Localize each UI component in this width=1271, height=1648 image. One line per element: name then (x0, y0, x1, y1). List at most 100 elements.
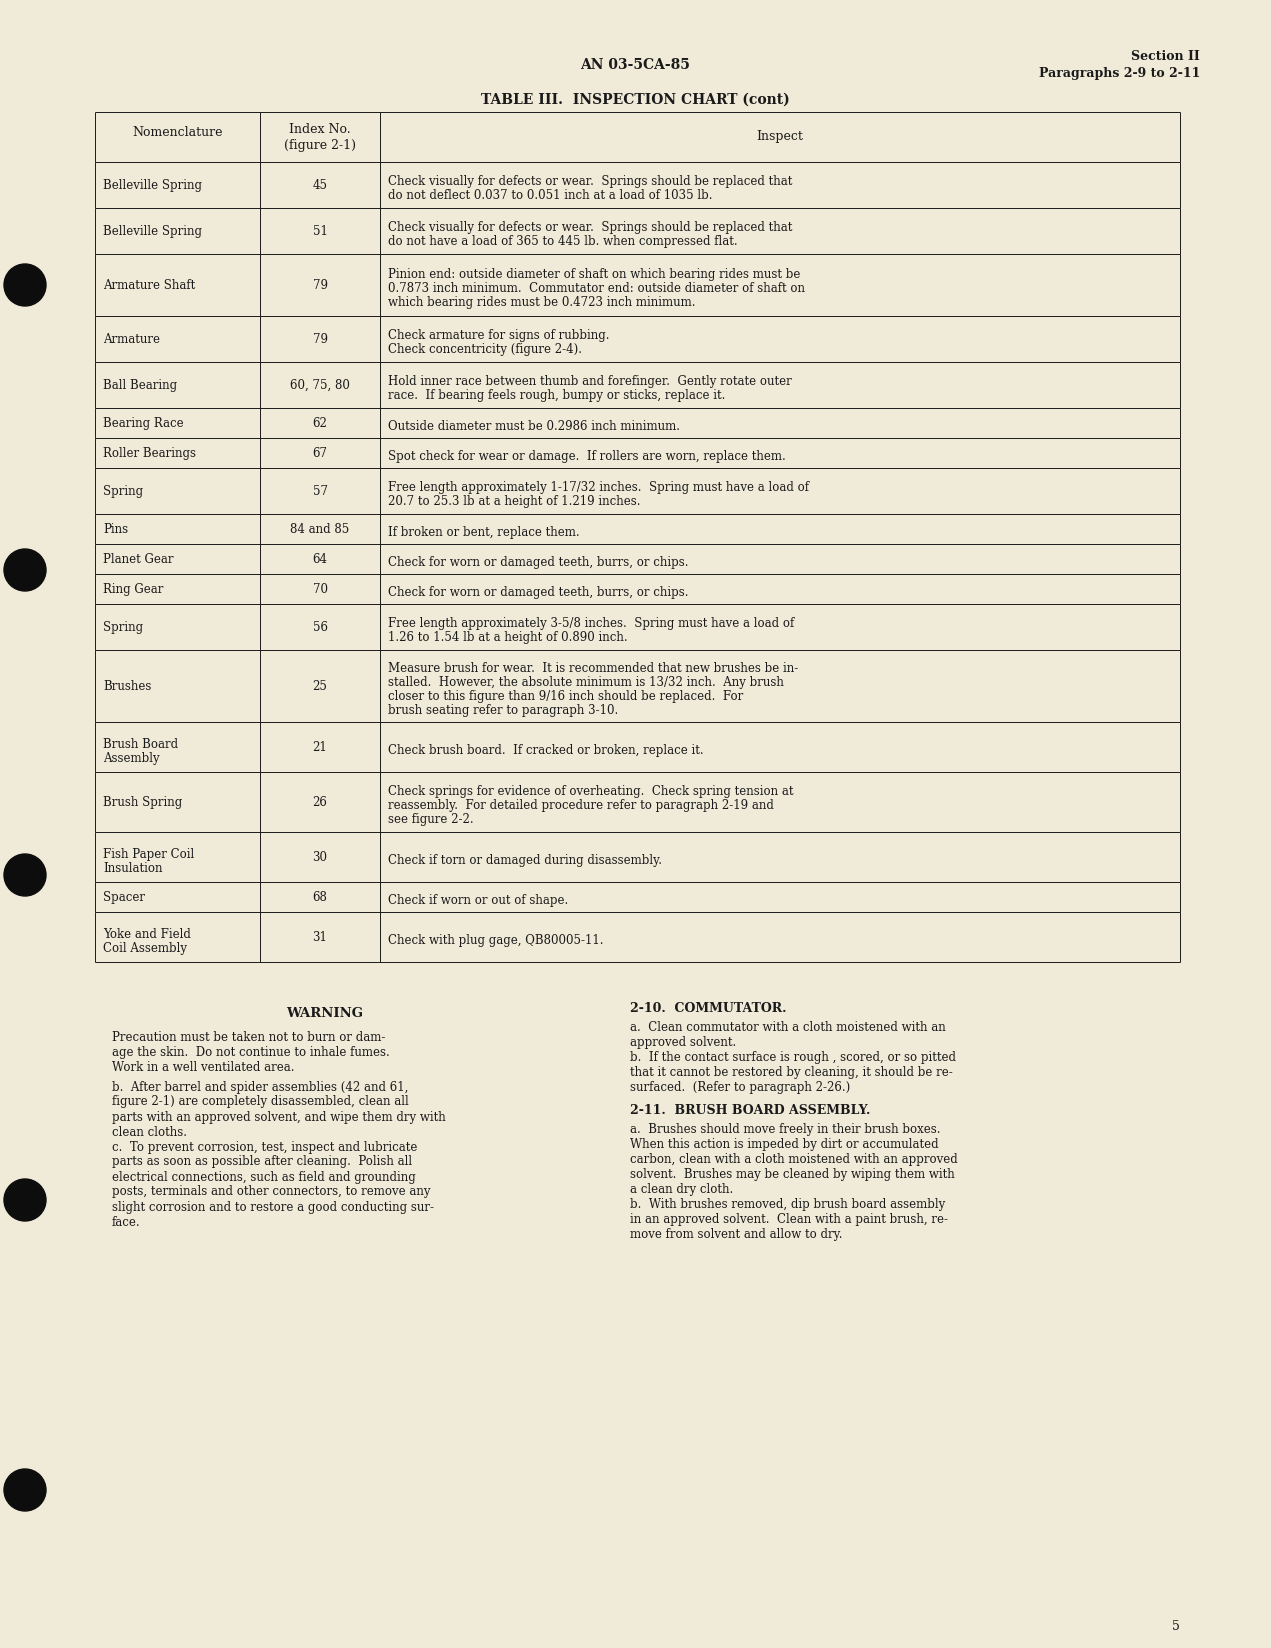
Text: Yoke and Field: Yoke and Field (103, 928, 191, 941)
Text: Outside diameter must be 0.2986 inch minimum.: Outside diameter must be 0.2986 inch min… (388, 420, 680, 433)
Text: 56: 56 (313, 621, 328, 633)
Text: Check concentricity (figure 2-4).: Check concentricity (figure 2-4). (388, 343, 582, 356)
Text: stalled.  However, the absolute minimum is 13/32 inch.  Any brush: stalled. However, the absolute minimum i… (388, 676, 784, 689)
Text: 26: 26 (313, 796, 328, 809)
Text: Spring: Spring (103, 485, 144, 498)
Text: 20.7 to 25.3 lb at a height of 1.219 inches.: 20.7 to 25.3 lb at a height of 1.219 inc… (388, 494, 641, 508)
Text: electrical connections, such as field and grounding: electrical connections, such as field an… (112, 1170, 416, 1183)
Text: Check if worn or out of shape.: Check if worn or out of shape. (388, 893, 568, 906)
Text: Ball Bearing: Ball Bearing (103, 379, 177, 392)
Text: TABLE III.  INSPECTION CHART (cont): TABLE III. INSPECTION CHART (cont) (480, 92, 789, 107)
Text: slight corrosion and to restore a good conducting sur-: slight corrosion and to restore a good c… (112, 1200, 433, 1213)
Text: Section II: Section II (1131, 49, 1200, 63)
Text: posts, terminals and other connectors, to remove any: posts, terminals and other connectors, t… (112, 1185, 431, 1198)
Circle shape (4, 549, 46, 592)
Text: b.  After barrel and spider assemblies (42 and 61,: b. After barrel and spider assemblies (4… (112, 1081, 408, 1094)
Text: reassembly.  For detailed procedure refer to paragraph 2-19 and: reassembly. For detailed procedure refer… (388, 799, 774, 812)
Text: Check visually for defects or wear.  Springs should be replaced that: Check visually for defects or wear. Spri… (388, 175, 792, 188)
Text: race.  If bearing feels rough, bumpy or sticks, replace it.: race. If bearing feels rough, bumpy or s… (388, 389, 726, 402)
Text: parts with an approved solvent, and wipe them dry with: parts with an approved solvent, and wipe… (112, 1111, 446, 1124)
Text: a.  Brushes should move freely in their brush boxes.: a. Brushes should move freely in their b… (630, 1122, 941, 1135)
Text: Pinion end: outside diameter of shaft on which bearing rides must be: Pinion end: outside diameter of shaft on… (388, 269, 801, 282)
Text: Armature: Armature (103, 333, 160, 346)
Text: Planet Gear: Planet Gear (103, 552, 174, 565)
Text: If broken or bent, replace them.: If broken or bent, replace them. (388, 526, 580, 539)
Text: Nomenclature: Nomenclature (132, 125, 222, 138)
Text: parts as soon as possible after cleaning.  Polish all: parts as soon as possible after cleaning… (112, 1155, 412, 1168)
Text: 2-10.  COMMUTATOR.: 2-10. COMMUTATOR. (630, 1002, 787, 1015)
Text: 0.7873 inch minimum.  Commutator end: outside diameter of shaft on: 0.7873 inch minimum. Commutator end: out… (388, 282, 805, 295)
Text: Check armature for signs of rubbing.: Check armature for signs of rubbing. (388, 330, 610, 343)
Text: Armature Shaft: Armature Shaft (103, 279, 196, 292)
Text: Pins: Pins (103, 522, 128, 536)
Text: Roller Bearings: Roller Bearings (103, 447, 196, 460)
Text: 79: 79 (313, 333, 328, 346)
Text: 70: 70 (313, 582, 328, 595)
Text: a.  Clean commutator with a cloth moistened with an: a. Clean commutator with a cloth moisten… (630, 1022, 946, 1033)
Text: Belleville Spring: Belleville Spring (103, 224, 202, 237)
Circle shape (4, 264, 46, 307)
Text: Index No.: Index No. (290, 124, 351, 137)
Text: figure 2-1) are completely disassembled, clean all: figure 2-1) are completely disassembled,… (112, 1096, 409, 1109)
Text: Check for worn or damaged teeth, burrs, or chips.: Check for worn or damaged teeth, burrs, … (388, 555, 689, 569)
Text: 31: 31 (313, 931, 328, 944)
Text: WARNING: WARNING (286, 1007, 364, 1020)
Text: 2-11.  BRUSH BOARD ASSEMBLY.: 2-11. BRUSH BOARD ASSEMBLY. (630, 1104, 871, 1117)
Text: 1.26 to 1.54 lb at a height of 0.890 inch.: 1.26 to 1.54 lb at a height of 0.890 inc… (388, 631, 628, 644)
Text: b.  If the contact surface is rough , scored, or so pitted: b. If the contact surface is rough , sco… (630, 1051, 956, 1065)
Text: approved solvent.: approved solvent. (630, 1037, 736, 1050)
Text: Check springs for evidence of overheating.  Check spring tension at: Check springs for evidence of overheatin… (388, 784, 793, 798)
Text: (figure 2-1): (figure 2-1) (283, 138, 356, 152)
Text: Measure brush for wear.  It is recommended that new brushes be in-: Measure brush for wear. It is recommende… (388, 662, 798, 676)
Text: Insulation: Insulation (103, 862, 163, 875)
Text: Free length approximately 1-17/32 inches.  Spring must have a load of: Free length approximately 1-17/32 inches… (388, 481, 810, 494)
Text: 84 and 85: 84 and 85 (290, 522, 350, 536)
Text: carbon, clean with a cloth moistened with an approved: carbon, clean with a cloth moistened wit… (630, 1154, 958, 1167)
Text: face.: face. (112, 1216, 141, 1228)
Text: Brush Board: Brush Board (103, 738, 178, 751)
Text: Assembly: Assembly (103, 751, 160, 765)
Text: Spacer: Spacer (103, 890, 145, 903)
Text: Bearing Race: Bearing Race (103, 417, 183, 430)
Text: Brush Spring: Brush Spring (103, 796, 182, 809)
Text: Check brush board.  If cracked or broken, replace it.: Check brush board. If cracked or broken,… (388, 743, 704, 756)
Text: Check visually for defects or wear.  Springs should be replaced that: Check visually for defects or wear. Spri… (388, 221, 792, 234)
Text: Belleville Spring: Belleville Spring (103, 178, 202, 191)
Text: When this action is impeded by dirt or accumulated: When this action is impeded by dirt or a… (630, 1139, 938, 1150)
Text: 51: 51 (313, 224, 328, 237)
Text: Coil Assembly: Coil Assembly (103, 943, 187, 954)
Text: age the skin.  Do not continue to inhale fumes.: age the skin. Do not continue to inhale … (112, 1046, 390, 1060)
Text: 62: 62 (313, 417, 328, 430)
Text: surfaced.  (Refer to paragraph 2-26.): surfaced. (Refer to paragraph 2-26.) (630, 1081, 850, 1094)
Text: do not have a load of 365 to 445 lb. when compressed flat.: do not have a load of 365 to 445 lb. whe… (388, 236, 737, 247)
Text: 45: 45 (313, 178, 328, 191)
Text: brush seating refer to paragraph 3-10.: brush seating refer to paragraph 3-10. (388, 704, 618, 717)
Text: Check with plug gage, QB80005-11.: Check with plug gage, QB80005-11. (388, 934, 604, 948)
Text: c.  To prevent corrosion, test, inspect and lubricate: c. To prevent corrosion, test, inspect a… (112, 1140, 417, 1154)
Text: do not deflect 0.037 to 0.051 inch at a load of 1035 lb.: do not deflect 0.037 to 0.051 inch at a … (388, 190, 713, 203)
Text: a clean dry cloth.: a clean dry cloth. (630, 1183, 733, 1196)
Text: Spring: Spring (103, 621, 144, 633)
Text: 25: 25 (313, 679, 328, 692)
Text: 79: 79 (313, 279, 328, 292)
Circle shape (4, 1468, 46, 1511)
Text: Paragraphs 2-9 to 2-11: Paragraphs 2-9 to 2-11 (1038, 68, 1200, 81)
Text: Ring Gear: Ring Gear (103, 582, 164, 595)
Text: 30: 30 (313, 850, 328, 864)
Circle shape (4, 854, 46, 897)
Text: Check for worn or damaged teeth, burrs, or chips.: Check for worn or damaged teeth, burrs, … (388, 587, 689, 598)
Text: closer to this figure than 9/16 inch should be replaced.  For: closer to this figure than 9/16 inch sho… (388, 691, 744, 704)
Text: Fish Paper Coil: Fish Paper Coil (103, 849, 194, 860)
Text: 21: 21 (313, 740, 328, 753)
Text: 67: 67 (313, 447, 328, 460)
Text: AN 03-5CA-85: AN 03-5CA-85 (580, 58, 690, 73)
Text: which bearing rides must be 0.4723 inch minimum.: which bearing rides must be 0.4723 inch … (388, 297, 695, 310)
Text: 64: 64 (313, 552, 328, 565)
Text: 68: 68 (313, 890, 328, 903)
Text: Inspect: Inspect (756, 130, 803, 143)
Text: Free length approximately 3-5/8 inches.  Spring must have a load of: Free length approximately 3-5/8 inches. … (388, 616, 794, 630)
Text: Precaution must be taken not to burn or dam-: Precaution must be taken not to burn or … (112, 1032, 385, 1043)
Text: solvent.  Brushes may be cleaned by wiping them with: solvent. Brushes may be cleaned by wipin… (630, 1168, 955, 1182)
Text: Work in a well ventilated area.: Work in a well ventilated area. (112, 1061, 295, 1074)
Text: that it cannot be restored by cleaning, it should be re-: that it cannot be restored by cleaning, … (630, 1066, 953, 1079)
